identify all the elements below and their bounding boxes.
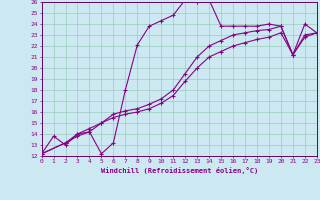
X-axis label: Windchill (Refroidissement éolien,°C): Windchill (Refroidissement éolien,°C)	[100, 167, 258, 174]
